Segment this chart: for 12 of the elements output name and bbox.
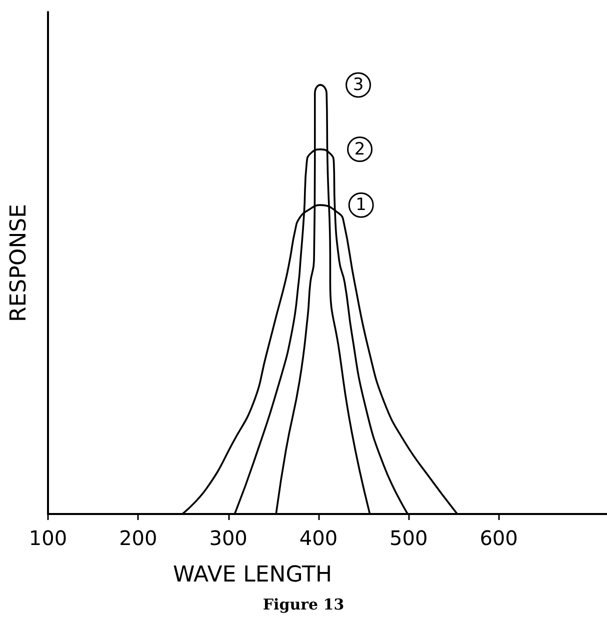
series-label: 2	[354, 139, 366, 160]
x-tick-label: 300	[209, 526, 248, 550]
y-axis-title: RESPONSE	[6, 204, 32, 322]
x-tick-label: 600	[480, 526, 518, 550]
x-tick-label: 100	[28, 526, 68, 550]
x-tick-label: 200	[119, 526, 158, 550]
x-tick-label: 500	[390, 526, 428, 550]
text: Figure 13	[262, 596, 344, 614]
x-axis-title: WAVE LENGTH	[173, 562, 332, 588]
x-tick-label: 400	[299, 526, 338, 550]
series-label: 3	[352, 74, 364, 95]
series-label: 1	[356, 195, 366, 216]
